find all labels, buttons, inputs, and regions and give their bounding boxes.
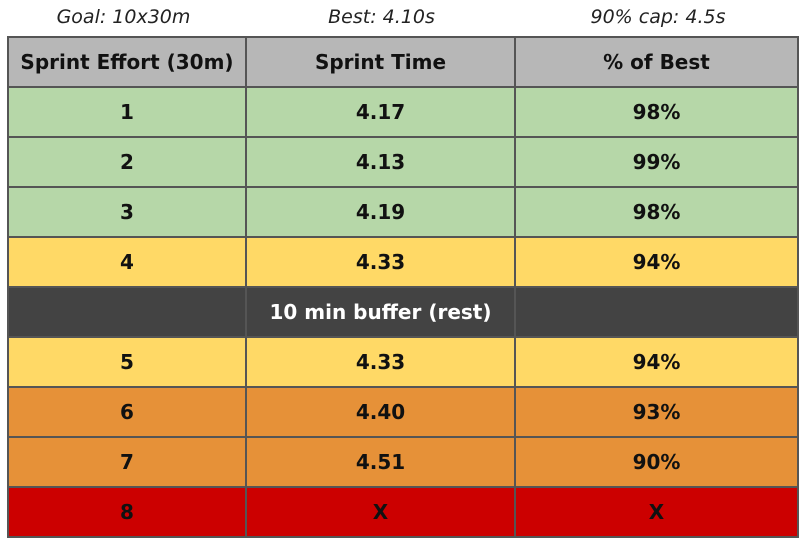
table-row: 6 4.40 93% xyxy=(7,386,799,438)
header-percent-of-best: % of Best xyxy=(514,36,799,88)
header-sprint-effort: Sprint Effort (30m) xyxy=(7,36,247,88)
header-row: Sprint Effort (30m) Sprint Time % of Bes… xyxy=(7,36,799,88)
goal-label: Goal: 10x30m xyxy=(56,6,191,28)
percent-cell: 93% xyxy=(514,386,799,438)
effort-cell xyxy=(7,286,247,338)
effort-cell: 4 xyxy=(7,236,247,288)
effort-cell: 7 xyxy=(7,436,247,488)
table-row: 8 X X xyxy=(7,486,799,538)
table-row: 2 4.13 99% xyxy=(7,136,799,188)
time-cell: 4.33 xyxy=(245,336,516,388)
table-row: 3 4.19 98% xyxy=(7,186,799,238)
best-label: Best: 4.10s xyxy=(328,6,435,28)
percent-cell: 98% xyxy=(514,86,799,138)
effort-cell: 8 xyxy=(7,486,247,538)
time-cell: 4.13 xyxy=(245,136,516,188)
table-row: 1 4.17 98% xyxy=(7,86,799,138)
effort-cell: 6 xyxy=(7,386,247,438)
time-cell: 4.40 xyxy=(245,386,516,438)
time-cell: 4.51 xyxy=(245,436,516,488)
table-row: 7 4.51 90% xyxy=(7,436,799,488)
cap-label: 90% cap: 4.5s xyxy=(590,6,726,28)
summary-bar: Goal: 10x30m Best: 4.10s 90% cap: 4.5s xyxy=(0,0,800,36)
percent-cell: X xyxy=(514,486,799,538)
effort-cell: 1 xyxy=(7,86,247,138)
percent-cell xyxy=(514,286,799,338)
percent-cell: 99% xyxy=(514,136,799,188)
percent-cell: 94% xyxy=(514,236,799,288)
header-sprint-time: Sprint Time xyxy=(245,36,516,88)
percent-cell: 90% xyxy=(514,436,799,488)
time-cell: X xyxy=(245,486,516,538)
percent-cell: 94% xyxy=(514,336,799,388)
rest-buffer-label: 10 min buffer (rest) xyxy=(245,286,516,338)
time-cell: 4.19 xyxy=(245,186,516,238)
table-row: 4 4.33 94% xyxy=(7,236,799,288)
percent-cell: 98% xyxy=(514,186,799,238)
effort-cell: 3 xyxy=(7,186,247,238)
effort-cell: 5 xyxy=(7,336,247,388)
time-cell: 4.33 xyxy=(245,236,516,288)
sprint-table: Sprint Effort (30m) Sprint Time % of Bes… xyxy=(7,36,799,538)
time-cell: 4.17 xyxy=(245,86,516,138)
effort-cell: 2 xyxy=(7,136,247,188)
rest-row: 10 min buffer (rest) xyxy=(7,286,799,338)
table-row: 5 4.33 94% xyxy=(7,336,799,388)
